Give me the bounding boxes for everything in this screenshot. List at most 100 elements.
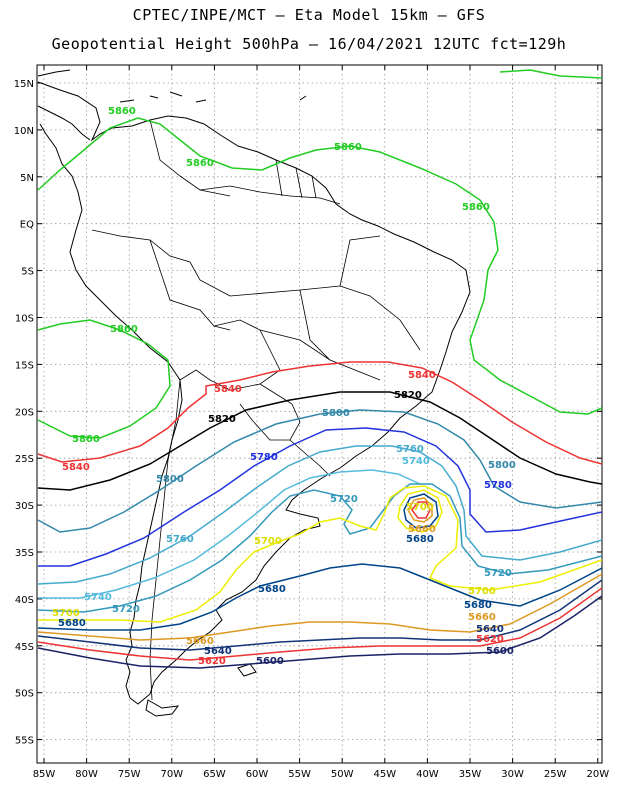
tick-label: 70W xyxy=(160,769,183,780)
tick-label: 15S xyxy=(15,360,34,371)
contour-label: 5740 xyxy=(84,592,112,603)
contour-label: 5800 xyxy=(156,474,184,485)
contour-label: 5860 xyxy=(462,202,490,213)
contour-label: 5820 xyxy=(394,390,422,401)
border-colombia-venezuela xyxy=(149,119,231,197)
contour-5640 xyxy=(37,579,602,651)
tick-label: 25W xyxy=(544,769,567,780)
contour-label: 5620 xyxy=(476,634,504,645)
contour-5800 xyxy=(37,409,602,533)
contour-lines xyxy=(37,69,602,669)
contour-label: 5660 xyxy=(186,636,214,647)
contour-5700-low-ring xyxy=(397,489,443,533)
border-argentina-chile xyxy=(149,379,181,701)
border-uruguay xyxy=(289,439,331,477)
contour-labels: 5860 5860 5860 5860 5860 5860 5840 5840 … xyxy=(52,106,516,667)
central-america-coastline xyxy=(37,69,91,141)
tick-label: 65W xyxy=(203,769,226,780)
tierra-del-fuego xyxy=(145,699,180,717)
tick-label: 55W xyxy=(288,769,311,780)
tick-label: 40W xyxy=(416,769,439,780)
contour-5640-low-ring xyxy=(411,501,431,519)
contour-label: 5820 xyxy=(208,414,236,425)
contour-label: 5700 xyxy=(52,608,80,619)
tick-label: 85W xyxy=(33,769,56,780)
contour-label: 5700 xyxy=(406,502,434,513)
tick-label: 25S xyxy=(15,454,34,465)
tick-label: 40S xyxy=(15,595,34,606)
contour-label: 5780 xyxy=(484,480,512,491)
axis-ticks xyxy=(37,65,602,763)
tick-label: 15N xyxy=(14,79,34,90)
contour-label: 5640 xyxy=(476,624,504,635)
tick-label: 5S xyxy=(21,267,34,278)
map-title: CPTEC/INPE/MCT – Eta Model 15km – GFS xyxy=(132,6,486,24)
contour-5860-pacific xyxy=(37,319,171,439)
tick-label: 50W xyxy=(331,769,354,780)
contour-5660 xyxy=(37,573,602,641)
contour-5780 xyxy=(38,427,602,567)
border-venezuela-brazil xyxy=(199,185,341,205)
border-colombia-ecuador-peru xyxy=(91,229,231,297)
tick-label: 35W xyxy=(459,769,482,780)
longitude-labels: 85W 80W 75W 70W 65W 60W 55W 50W 45W 40W 35W 30W 25W 2… xyxy=(33,769,610,780)
contour-label: 5860 xyxy=(186,158,214,169)
tick-label: EQ xyxy=(20,220,34,231)
contour-5860-north xyxy=(37,117,602,415)
contour-label: 5720 xyxy=(112,604,140,615)
contour-5760 xyxy=(37,445,602,585)
tick-label: 30W xyxy=(501,769,524,780)
tick-label: 20S xyxy=(15,407,34,418)
contour-5600 xyxy=(37,595,602,669)
contour-label: 5620 xyxy=(198,656,226,667)
contour-label: 5740 xyxy=(402,456,430,467)
tick-label: 55S xyxy=(15,736,34,747)
contour-label: 5860 xyxy=(110,324,138,335)
tick-label: 60W xyxy=(246,769,269,780)
border-brazil-states xyxy=(229,235,421,381)
country-borders xyxy=(91,119,421,701)
tick-label: 80W xyxy=(75,769,98,780)
tick-label: 5N xyxy=(20,173,34,184)
contour-5660-low-ring xyxy=(407,497,433,523)
tick-label: 45S xyxy=(15,642,34,653)
contour-label: 5720 xyxy=(484,568,512,579)
contour-label: 5600 xyxy=(486,646,514,657)
tick-label: 50S xyxy=(15,689,34,700)
contour-label: 5860 xyxy=(334,142,362,153)
contour-5840 xyxy=(37,361,602,465)
contour-label: 5840 xyxy=(408,370,436,381)
tick-label: 20W xyxy=(586,769,609,780)
contour-label: 5680 xyxy=(58,618,86,629)
contour-label: 5700 xyxy=(254,536,282,547)
south-america-coastline xyxy=(37,81,471,705)
contour-label: 5840 xyxy=(62,462,90,473)
contour-label: 5680 xyxy=(464,600,492,611)
contour-label: 5780 xyxy=(250,452,278,463)
tick-label: 30S xyxy=(15,501,34,512)
map-subtitle: Geopotential Height 500hPa – 16/04/2021 … xyxy=(51,35,567,53)
contour-5700 xyxy=(38,485,602,623)
contour-5620 xyxy=(37,587,602,661)
contour-5740 xyxy=(38,469,421,599)
contour-label: 5860 xyxy=(72,434,100,445)
border-bolivia xyxy=(179,319,281,391)
tick-label: 10N xyxy=(14,126,34,137)
border-paraguay xyxy=(239,383,301,441)
falkland-islands xyxy=(237,663,257,677)
contour-5820 xyxy=(37,391,602,491)
contour-label: 5860 xyxy=(108,106,136,117)
contour-label: 5680 xyxy=(258,584,286,595)
latitude-labels: 15N 10N 5N EQ 5S 10S 15S 20S 25S 30S 35S 40S 45S 50S 5… xyxy=(14,79,34,747)
coastlines xyxy=(37,69,471,717)
contour-label: 5660 xyxy=(408,524,436,535)
contour-label: 5640 xyxy=(204,646,232,657)
caribbean-islands xyxy=(119,91,307,103)
contour-label: 5760 xyxy=(166,534,194,545)
contour-5860-caribbean xyxy=(499,69,602,79)
contour-label: 5760 xyxy=(396,444,424,455)
contour-5720 xyxy=(37,483,602,613)
tick-label: 75W xyxy=(118,769,141,780)
border-peru-brazil xyxy=(149,239,231,331)
